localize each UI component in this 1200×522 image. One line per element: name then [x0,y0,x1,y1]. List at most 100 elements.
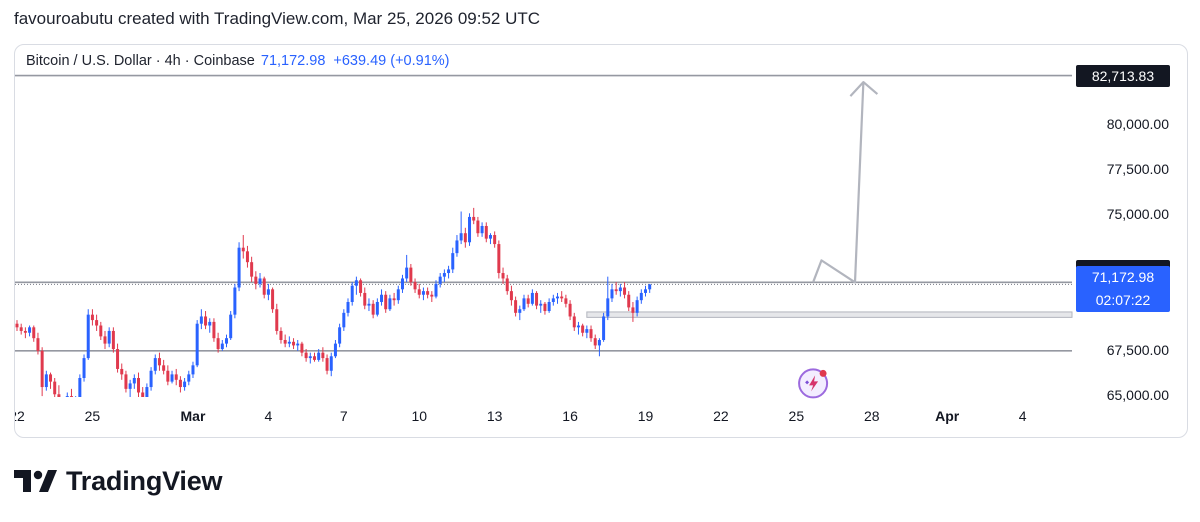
candle-body [19,327,23,331]
projection-path [812,82,865,284]
symbol-title: Bitcoin / U.S. Dollar · 4h · Coinbase [26,53,255,69]
candle-body [572,316,576,328]
candle-body [49,374,53,382]
candle-body [346,301,350,313]
candle-body [455,240,459,254]
legend-change: +639.49 (+0.91%) [333,53,450,69]
chart-snapshot-header: favouroabutu created with TradingView.co… [14,9,541,28]
candle-body [551,298,555,302]
candle-body [120,368,124,375]
chart-frame: Bitcoin / U.S. Dollar · 4h · Coinbase 71,… [14,44,1188,438]
candle-body [199,316,203,324]
candle-body [292,341,296,346]
candle-body [216,338,220,350]
price-axis-label: 77,500.00 [1106,160,1169,177]
tradingview-logo-icon [14,470,57,492]
candle-body [522,298,526,310]
candle-body [644,289,647,293]
candle-body [312,356,316,360]
candle-body [526,298,530,304]
price-axis-label: 65,000.00 [1106,387,1169,404]
candle-body [241,247,245,252]
candle-body [547,301,551,312]
candle-body [57,394,61,397]
candle-body [23,330,27,333]
candle-body [539,303,543,306]
candle-body [405,267,409,279]
candle-body [581,325,585,333]
candle-body [204,316,208,326]
candle-body [111,330,115,350]
candle-body [191,365,195,375]
candle-body [421,291,425,295]
candle-body [430,294,434,297]
candles-group [15,207,652,409]
candle-body [195,323,199,366]
candle-body [65,396,69,397]
price-axis-label: 80,000.00 [1106,115,1169,132]
candle-body [631,307,635,313]
candle-body [618,287,622,292]
candle-body [78,377,82,397]
candle-body [396,289,400,301]
candle-body [493,235,497,245]
candle-body [275,309,279,331]
time-axis-label: Mar [180,408,206,424]
candle-body [254,276,258,284]
candle-body [442,273,446,277]
candle-body [514,300,518,313]
symbol-legend: Bitcoin / U.S. Dollar · 4h · Coinbase 71,… [26,53,449,69]
candle-body [438,276,442,284]
candle-body [321,352,325,359]
sparkle-lightning-icon [798,368,829,399]
candle-body [635,300,639,313]
candle-body [317,352,321,360]
candlestick-chart[interactable] [15,45,1187,437]
candle-body [488,235,492,239]
candle-body [258,278,262,284]
time-axis-label: 7 [339,408,348,424]
candle-body [279,330,283,340]
candle-body [262,278,266,295]
tradingview-brand: TradingView [14,463,223,499]
candle-body [564,298,568,304]
candle-body [15,323,19,328]
candle-body [426,291,430,295]
candle-body [225,338,228,344]
candle-body [380,294,384,302]
time-axis-label: 25 [788,408,805,424]
candle-body [237,247,241,288]
candle-body [271,289,275,310]
candle-body [480,225,484,234]
candle-body [212,321,216,339]
tradingview-wordmark: TradingView [66,465,223,496]
candle-body [283,339,287,344]
candle-body [413,282,417,290]
candle-body [589,329,593,339]
candle-body [338,327,342,344]
candle-body [585,329,589,333]
candle-body [137,377,141,393]
candle-body [266,289,270,295]
candle-body [145,387,149,397]
candle-body [62,405,65,409]
candle-body [153,358,157,371]
candle-body [162,365,166,371]
candle-body [384,294,388,310]
candle-body [308,356,312,359]
last-price-badge: 71,172.98 02:07:22 [1076,266,1170,312]
candle-body [354,280,358,286]
time-axis-label: 16 [562,408,578,424]
candle-body [530,292,534,304]
candle-body [447,269,451,274]
candle-body [95,320,99,326]
time-axis-label: 4 [1018,408,1027,424]
candle-body [606,298,610,317]
candle-body [451,253,455,270]
candle-body [388,298,392,310]
candle-body [36,338,40,351]
time-axis-label: 22 [713,408,729,424]
time-axis-label: 4 [264,408,273,424]
candle-body [183,381,187,388]
candle-body [74,398,77,403]
